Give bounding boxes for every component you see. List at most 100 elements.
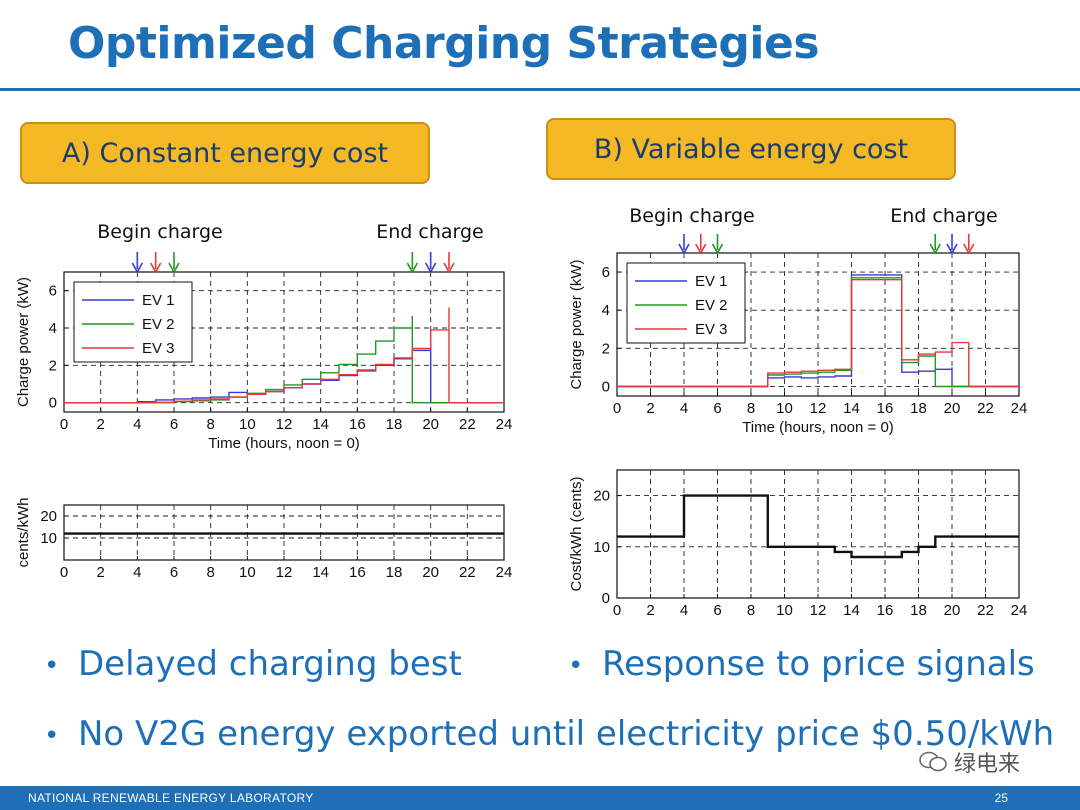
x-tick-label: 10 <box>776 602 793 619</box>
y-tick-label: 0 <box>602 378 610 395</box>
y-axis-label: Cost/kWh (cents) <box>568 476 585 591</box>
x-tick-label: 10 <box>239 564 256 581</box>
footer-bar: NATIONAL RENEWABLE ENERGY LABORATORY 25 <box>0 786 1080 810</box>
x-tick-label: 20 <box>944 400 961 417</box>
series-line-ev-3 <box>617 279 1019 388</box>
arrow-down-icon <box>963 243 975 255</box>
chat-bubble-icon <box>919 751 947 772</box>
watermark-text: 绿电来 <box>954 752 1021 777</box>
y-tick-label: 6 <box>49 283 57 300</box>
begin-charge-annotation: Begin charge <box>629 205 755 227</box>
x-tick-label: 10 <box>239 416 256 433</box>
x-tick-label: 6 <box>713 400 721 417</box>
arrow-down-icon <box>149 262 162 274</box>
bullet-dot: • <box>44 720 60 751</box>
x-tick-label: 10 <box>776 400 793 417</box>
bullet-dot: • <box>44 650 60 681</box>
series-line-cost <box>617 494 1019 559</box>
end-charge-annotation: End charge <box>376 221 484 243</box>
legend-label: EV 3 <box>142 340 175 357</box>
x-tick-label: 8 <box>206 564 214 581</box>
begin-charge-annotation: Begin charge <box>97 221 223 243</box>
x-tick-label: 18 <box>386 416 403 433</box>
x-tick-label: 16 <box>877 602 894 619</box>
x-tick-label: 22 <box>977 602 994 619</box>
legend-label: EV 1 <box>142 292 175 309</box>
footer-org: NATIONAL RENEWABLE ENERGY LABORATORY <box>28 791 314 805</box>
y-tick-label: 6 <box>602 264 610 281</box>
x-tick-label: 14 <box>843 602 860 619</box>
x-tick-label: 6 <box>170 564 178 581</box>
x-tick-label: 24 <box>496 564 513 581</box>
series-line-ev-3 <box>64 307 504 404</box>
x-tick-label: 18 <box>910 400 927 417</box>
x-tick-label: 0 <box>60 416 68 433</box>
series-line-ev-1 <box>617 274 1019 388</box>
x-tick-label: 20 <box>422 416 439 433</box>
series-line-ev-2 <box>617 277 1019 388</box>
x-axis-label: Time (hours, noon = 0) <box>742 419 894 436</box>
x-tick-label: 12 <box>810 400 827 417</box>
x-tick-label: 16 <box>877 400 894 417</box>
page-number: 25 <box>994 791 1008 805</box>
x-tick-label: 4 <box>133 416 141 433</box>
x-tick-label: 8 <box>747 602 755 619</box>
x-tick-label: 6 <box>170 416 178 433</box>
x-tick-label: 14 <box>312 564 329 581</box>
x-tick-label: 16 <box>349 564 366 581</box>
x-tick-label: 8 <box>747 400 755 417</box>
x-tick-label: 12 <box>810 602 827 619</box>
x-tick-label: 20 <box>422 564 439 581</box>
arrow-down-icon <box>168 262 180 274</box>
x-tick-label: 14 <box>843 400 860 417</box>
arrow-down-icon <box>711 243 724 255</box>
x-tick-label: 0 <box>613 400 621 417</box>
x-tick-label: 2 <box>96 416 104 433</box>
x-tick-label: 2 <box>646 602 654 619</box>
y-tick-label: 20 <box>40 508 57 525</box>
arrow-down-icon <box>695 243 707 255</box>
x-tick-label: 24 <box>496 416 513 433</box>
x-tick-label: 8 <box>206 416 214 433</box>
case-b-label: B) Variable energy cost <box>546 118 956 180</box>
arrow-down-icon <box>929 243 941 255</box>
page-title: Optimized Charging Strategies <box>68 18 820 69</box>
y-tick-label: 4 <box>49 320 57 337</box>
y-axis-label: cents/kWh <box>15 497 32 567</box>
y-tick-label: 0 <box>602 590 610 607</box>
x-tick-label: 24 <box>1011 400 1028 417</box>
x-tick-label: 18 <box>910 602 927 619</box>
arrow-down-icon <box>131 262 144 274</box>
y-tick-label: 10 <box>593 539 610 556</box>
x-tick-label: 12 <box>276 564 293 581</box>
title-divider <box>0 88 1080 91</box>
x-tick-label: 4 <box>133 564 141 581</box>
x-tick-label: 16 <box>349 416 366 433</box>
legend-label: EV 1 <box>695 273 728 290</box>
x-tick-label: 6 <box>713 602 721 619</box>
watermark: 绿电来 <box>918 746 1020 778</box>
bullet-v2g: • No V2G energy exported until electricit… <box>44 714 1055 754</box>
x-tick-label: 14 <box>312 416 329 433</box>
legend-label: EV 3 <box>695 321 728 338</box>
bullet-delayed-charging: • Delayed charging best <box>44 644 462 684</box>
x-tick-label: 22 <box>459 564 476 581</box>
x-tick-label: 22 <box>459 416 476 433</box>
y-axis-label: Charge power (kW) <box>15 277 32 407</box>
arrow-down-icon <box>424 262 437 274</box>
x-tick-label: 20 <box>944 602 961 619</box>
arrow-down-icon <box>678 243 690 255</box>
y-axis-label: Charge power (kW) <box>568 259 585 389</box>
x-tick-label: 4 <box>680 602 688 619</box>
y-tick-label: 20 <box>593 488 610 505</box>
arrow-down-icon <box>443 262 455 274</box>
y-tick-label: 4 <box>602 302 610 319</box>
arrow-down-icon <box>946 243 958 255</box>
legend-label: EV 2 <box>142 316 175 333</box>
case-a-label: A) Constant energy cost <box>20 122 430 184</box>
